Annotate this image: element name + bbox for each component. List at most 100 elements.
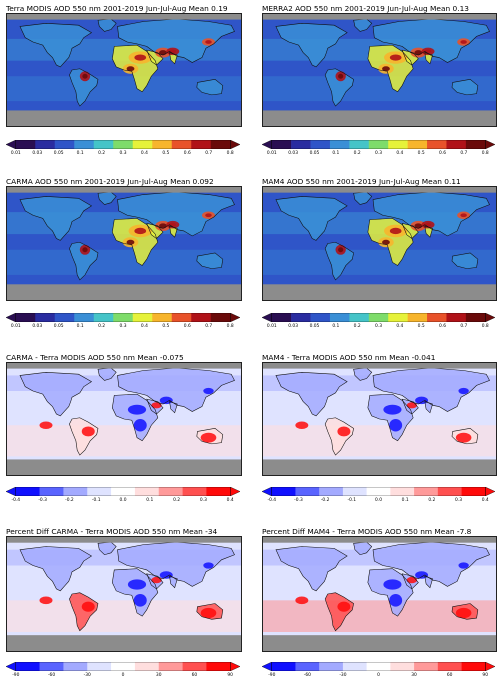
panel-title-mam4-diff: MAM4 - Terra MODIS AOD 550 nm Mean -0.04… [262, 353, 436, 362]
colorbar-tick-label: 0.5 [162, 324, 170, 329]
panel-title-merra2: MERRA2 AOD 550 nm 2001-2019 Jun-Jul-Aug … [262, 4, 469, 13]
colorbar-tick-label: 90 [482, 673, 488, 678]
colorbar-tick-label: 0.5 [162, 151, 170, 156]
colorbar-tick-label: 0.7 [205, 324, 213, 329]
map-terra [6, 13, 242, 127]
colorbar-tick-label: 0.6 [439, 324, 447, 329]
map-svg-merra2 [263, 14, 496, 126]
colorbar-tick-label: 0.01 [266, 151, 277, 156]
colorbar-ticks-carma-pct: -90 -60 -30 0 30 60 90 [6, 673, 240, 681]
colorbar-tick-label: 0.2 [428, 498, 436, 503]
map-svg-terra [7, 14, 241, 126]
colorbar-tick-label: -0.2 [65, 498, 74, 503]
colorbar-tick-label: 30 [155, 673, 162, 678]
colorbar-tick-label: 60 [191, 673, 198, 678]
colorbar-tick-label: 0.3 [119, 324, 127, 329]
colorbar-tick-label: -0.4 [267, 498, 277, 503]
colorbar-tick-label: -0.4 [11, 498, 21, 503]
colorbar-tick-label: 0.01 [10, 151, 21, 156]
panel-title-carma-diff: CARMA - Terra MODIS AOD 550 nm Mean -0.0… [6, 353, 184, 362]
colorbar-tick-label: 0 [121, 673, 125, 678]
map-mam4-diff [262, 362, 497, 476]
colorbar-tick-label: 0.4 [396, 324, 404, 329]
colorbar-tick-label: 0.7 [460, 151, 468, 156]
colorbar-tick-label: 0.1 [146, 498, 154, 503]
colorbar-tick-label: -30 [339, 673, 347, 678]
colorbar-tick-label: 0.05 [53, 324, 64, 329]
colorbar-tick-label: 0.2 [98, 151, 106, 156]
map-svg-mam4-pct [263, 537, 496, 651]
colorbar-tick-label: 0.05 [309, 324, 320, 329]
colorbar-carma [6, 313, 240, 322]
panel-title-carma: CARMA AOD 550 nm 2001-2019 Jun-Jul-Aug M… [6, 177, 214, 186]
colorbar-carma-diff [6, 487, 240, 496]
colorbar-tick-label: -60 [47, 673, 56, 678]
colorbar-tick-label: 0.03 [32, 324, 43, 329]
colorbar-tick-label: 0.3 [199, 498, 207, 503]
colorbar-tick-label: 0.03 [32, 151, 43, 156]
colorbar-tick-label: 0.05 [309, 151, 320, 156]
colorbar-tick-label: 0.6 [439, 151, 447, 156]
colorbar-tick-label: 0.2 [98, 324, 106, 329]
colorbar-tick-label: 0.3 [455, 498, 463, 503]
colorbar-tick-label: -0.3 [294, 498, 303, 503]
colorbar-tick-label: 0 [377, 673, 380, 678]
colorbar-mam4-pct [262, 662, 495, 671]
colorbar-tick-label: 0.4 [396, 151, 404, 156]
colorbar-mam4 [262, 313, 495, 322]
map-carma-pct [6, 536, 242, 652]
colorbar-tick-label: 0.8 [481, 324, 489, 329]
colorbar-ticks-mam4-pct: -90 -60 -30 0 30 60 90 [262, 673, 495, 681]
colorbar-tick-label: 0.3 [119, 151, 127, 156]
map-carma [6, 186, 242, 301]
colorbar-ticks-merra2: 0.01 0.03 0.05 0.1 0.2 0.3 0.4 0.5 0.6 0.7 0.8 [262, 151, 495, 159]
colorbar-tick-label: 0.0 [375, 498, 382, 503]
colorbar-tick-label: 0.7 [205, 151, 213, 156]
colorbar-ticks-mam4: 0.01 0.03 0.05 0.1 0.2 0.3 0.4 0.5 0.6 0.7 0.8 [262, 324, 495, 332]
colorbar-tick-label: 0.3 [375, 151, 382, 156]
colorbar-tick-label: 0.2 [173, 498, 181, 503]
colorbar-ticks-carma: 0.01 0.03 0.05 0.1 0.2 0.3 0.4 0.5 0.6 0.7 0.8 [6, 324, 240, 332]
colorbar-tick-label: 0.8 [481, 151, 489, 156]
map-svg-carma-diff [7, 363, 241, 475]
colorbar-tick-label: 30 [411, 673, 417, 678]
map-merra2 [262, 13, 497, 127]
panel-title-terra: Terra MODIS AOD 550 nm 2001-2019 Jun-Jul… [6, 4, 228, 13]
colorbar-tick-label: 0.01 [266, 324, 277, 329]
colorbar-tick-label: 0.1 [76, 151, 84, 156]
colorbar-tick-label: -0.1 [91, 498, 101, 503]
colorbar-tick-label: 0.6 [183, 151, 191, 156]
colorbar-tick-label: 0.8 [226, 324, 234, 329]
colorbar-tick-label: 60 [446, 673, 453, 678]
colorbar-tick-label: 0.4 [140, 151, 148, 156]
map-svg-mam4 [263, 187, 496, 300]
colorbar-tick-label: 0.1 [332, 151, 340, 156]
colorbar-tick-label: -90 [12, 673, 20, 678]
colorbar-tick-label: 0.3 [375, 324, 382, 329]
colorbar-tick-label: 0.1 [401, 498, 409, 503]
panel-title-mam4: MAM4 AOD 550 nm 2001-2019 Jun-Jul-Aug Me… [262, 177, 461, 186]
colorbar-ticks-terra: 0.01 0.03 0.05 0.1 0.2 0.3 0.4 0.5 0.6 0.7 0.8 [6, 151, 240, 159]
map-svg-carma [7, 187, 241, 300]
colorbar-tick-label: 0.5 [417, 151, 425, 156]
colorbar-tick-label: -0.2 [320, 498, 330, 503]
colorbar-tick-label: -90 [268, 673, 276, 678]
colorbar-merra2 [262, 140, 495, 149]
colorbar-carma-pct [6, 662, 240, 671]
colorbar-tick-label: 0.6 [183, 324, 191, 329]
colorbar-mam4-diff [262, 487, 495, 496]
colorbar-tick-label: -0.3 [38, 498, 47, 503]
colorbar-tick-label: 0.8 [226, 151, 234, 156]
colorbar-tick-label: 0.1 [332, 324, 340, 329]
colorbar-tick-label: 0.4 [226, 498, 234, 503]
map-carma-diff [6, 362, 242, 476]
colorbar-terra [6, 140, 240, 149]
colorbar-tick-label: 0.03 [288, 151, 299, 156]
colorbar-tick-label: 0.7 [460, 324, 468, 329]
colorbar-tick-label: -30 [83, 673, 91, 678]
colorbar-ticks-carma-diff: -0.4 -0.3 -0.2 -0.1 0.0 0.1 0.2 0.3 0.4 [6, 498, 240, 506]
colorbar-tick-label: 0.05 [53, 151, 64, 156]
colorbar-tick-label: 0.2 [353, 151, 361, 156]
colorbar-tick-label: 90 [227, 673, 233, 678]
map-svg-carma-pct [7, 537, 241, 651]
